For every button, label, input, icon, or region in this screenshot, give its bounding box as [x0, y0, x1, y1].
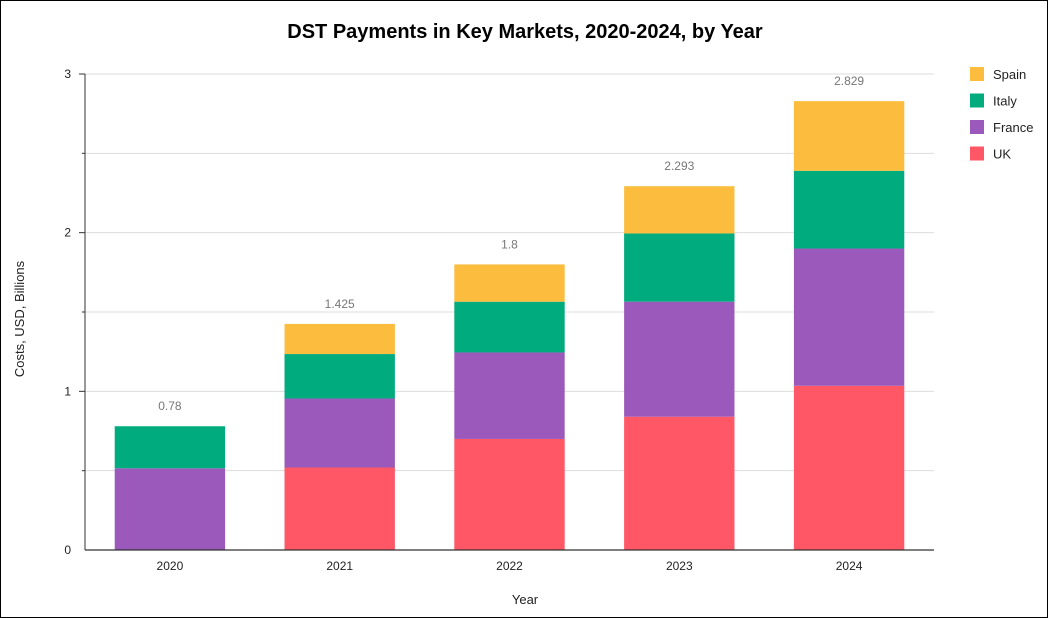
chart-title: DST Payments in Key Markets, 2020-2024, … [287, 21, 763, 43]
x-tick-label: 2022 [496, 559, 523, 573]
legend-swatch-italy [970, 93, 984, 108]
bar-segment-spain-2024 [793, 101, 905, 171]
x-tick-label: 2021 [326, 559, 353, 573]
total-label-2024: 2.829 [834, 74, 864, 88]
bar-segment-italy-2021 [284, 354, 395, 399]
y-tick-label: 2 [64, 226, 71, 240]
bar-segment-uk-2023 [624, 416, 735, 550]
total-label-2022: 1.8 [501, 237, 518, 251]
bars [114, 101, 905, 550]
bar-segment-france-2020 [114, 468, 226, 550]
y-axis-title: Costs, USD, Billions [12, 260, 27, 377]
x-tick-label: 2020 [157, 559, 184, 573]
bar-segment-france-2022 [454, 352, 565, 439]
legend-label-uk: UK [993, 147, 1011, 162]
legend-label-spain: Spain [993, 67, 1026, 82]
legend-label-italy: Italy [993, 94, 1017, 109]
legend-swatch-spain [970, 67, 984, 81]
bar-segment-spain-2021 [284, 323, 395, 355]
legend-swatch-uk [970, 146, 984, 161]
bar-segment-france-2023 [624, 301, 735, 417]
bar-segment-uk-2022 [454, 438, 565, 550]
legend-swatch-france [970, 120, 984, 134]
bar-segment-spain-2023 [624, 186, 735, 234]
y-tick-label: 1 [64, 384, 71, 398]
bar-segment-france-2024 [793, 248, 905, 386]
bar-segment-france-2021 [284, 398, 395, 468]
y-tick-label: 0 [64, 543, 71, 557]
bar-segment-uk-2024 [793, 385, 905, 550]
legend: Spain Italy France UK [970, 67, 1033, 162]
bar-segment-italy-2023 [624, 233, 735, 302]
x-tick-label: 2024 [836, 559, 863, 573]
bar-segment-italy-2020 [114, 426, 226, 469]
y-tick-label: 3 [64, 67, 71, 81]
axis-ticks: 0 1 2 3 2020 2021 2022 2023 2024 [64, 67, 862, 573]
x-tick-label: 2023 [666, 559, 693, 573]
bar-segment-spain-2022 [454, 264, 565, 302]
total-label-2023: 2.293 [664, 159, 694, 173]
bar-segment-uk-2021 [284, 467, 395, 550]
bar-segment-italy-2022 [454, 301, 565, 353]
total-label-2020: 0.78 [158, 399, 182, 413]
x-axis-title: Year [512, 592, 539, 607]
bar-segment-italy-2024 [793, 170, 905, 249]
total-labels: 0.78 1.425 1.8 2.293 2.829 [158, 74, 864, 413]
total-label-2021: 1.425 [325, 297, 355, 311]
legend-label-france: France [993, 120, 1033, 135]
